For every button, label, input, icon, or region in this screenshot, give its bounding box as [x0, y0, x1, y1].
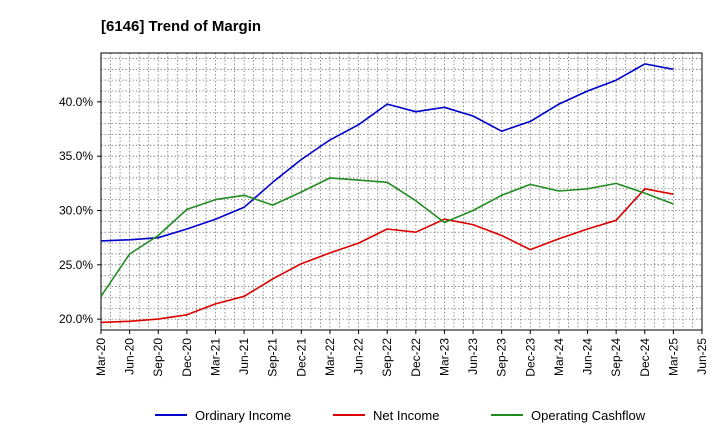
legend-label-ordinary-income: Ordinary Income: [195, 408, 291, 423]
plot-frame: [100, 52, 703, 331]
grid: [101, 53, 702, 331]
x-tick-label: Jun-23: [466, 338, 480, 375]
series-line-operating-cashflow: [100, 177, 674, 297]
x-tick-label: Sep-23: [495, 338, 509, 377]
x-tick-label: Jun-22: [352, 338, 366, 375]
series-lines: [100, 63, 674, 324]
y-tick-label: 25.0%: [59, 258, 93, 272]
chart-title: [6146] Trend of Margin: [101, 18, 261, 35]
x-tick-label: Dec-21: [294, 338, 308, 377]
x-tick-label: Sep-20: [151, 338, 165, 377]
y-tick-label: 20.0%: [59, 312, 93, 326]
x-tick-label: Mar-22: [323, 338, 337, 376]
x-tick-label: Dec-20: [180, 338, 194, 377]
x-tick-label: Dec-22: [409, 338, 423, 377]
series-line-net-income: [100, 188, 674, 324]
x-tick-label: Mar-25: [666, 338, 680, 376]
x-tick-label: Dec-23: [523, 338, 537, 377]
x-tick-label: Jun-24: [581, 338, 595, 375]
x-tick-label: Jun-25: [695, 338, 709, 375]
x-tick-label: Sep-22: [380, 338, 394, 377]
x-tick-label: Mar-20: [94, 338, 108, 376]
x-tick-label: Mar-23: [437, 338, 451, 376]
x-tick-label: Jun-20: [123, 338, 137, 375]
y-tick-label: 40.0%: [59, 95, 93, 109]
x-tick-label: Jun-21: [237, 338, 251, 375]
legend-label-net-income: Net Income: [373, 408, 439, 423]
series-line-ordinary-income: [100, 63, 674, 242]
legend-label-operating-cashflow: Operating Cashflow: [531, 408, 646, 423]
x-tick-label: Dec-24: [638, 338, 652, 377]
x-tick-label: Sep-24: [609, 338, 623, 377]
x-tick-label: Sep-21: [266, 338, 280, 377]
x-tick-label: Mar-21: [208, 338, 222, 376]
y-tick-label: 30.0%: [59, 204, 93, 218]
x-tick-label: Mar-24: [552, 338, 566, 376]
y-tick-label: 35.0%: [59, 149, 93, 163]
axes: 20.0% 25.0% 30.0% 35.0% 40.0% Mar-20 Jun-20 Sep…: [59, 52, 709, 377]
legend: Ordinary Income Net Income Operating Cashf…: [155, 408, 646, 423]
